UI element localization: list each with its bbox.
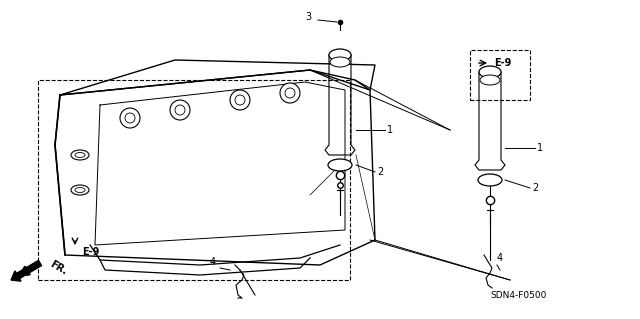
- Text: 1: 1: [537, 143, 543, 153]
- Bar: [470, 50, 530, 100]
- Text: E-9: E-9: [82, 247, 99, 257]
- Text: 4: 4: [497, 253, 503, 263]
- Text: 1: 1: [387, 125, 393, 135]
- Text: 4: 4: [210, 257, 216, 267]
- Circle shape: [175, 105, 185, 115]
- Bar: [38, 80, 350, 280]
- Ellipse shape: [75, 152, 85, 158]
- Text: SDN4-F0500: SDN4-F0500: [490, 291, 547, 300]
- Circle shape: [285, 88, 295, 98]
- Circle shape: [170, 100, 190, 120]
- Circle shape: [120, 108, 140, 128]
- Text: 2: 2: [377, 167, 383, 177]
- Text: FR.: FR.: [48, 259, 68, 277]
- Circle shape: [280, 83, 300, 103]
- Ellipse shape: [479, 66, 501, 78]
- Ellipse shape: [71, 150, 89, 160]
- Ellipse shape: [478, 174, 502, 186]
- FancyArrow shape: [11, 260, 42, 281]
- Circle shape: [125, 113, 135, 123]
- Circle shape: [235, 95, 245, 105]
- Ellipse shape: [71, 185, 89, 195]
- Text: 3: 3: [305, 12, 311, 22]
- Text: E-9: E-9: [494, 58, 511, 68]
- Ellipse shape: [75, 188, 85, 192]
- Ellipse shape: [329, 49, 351, 61]
- Circle shape: [230, 90, 250, 110]
- Text: 2: 2: [532, 183, 538, 193]
- Ellipse shape: [480, 75, 500, 85]
- Ellipse shape: [328, 159, 352, 171]
- Ellipse shape: [330, 57, 350, 67]
- Polygon shape: [55, 70, 375, 265]
